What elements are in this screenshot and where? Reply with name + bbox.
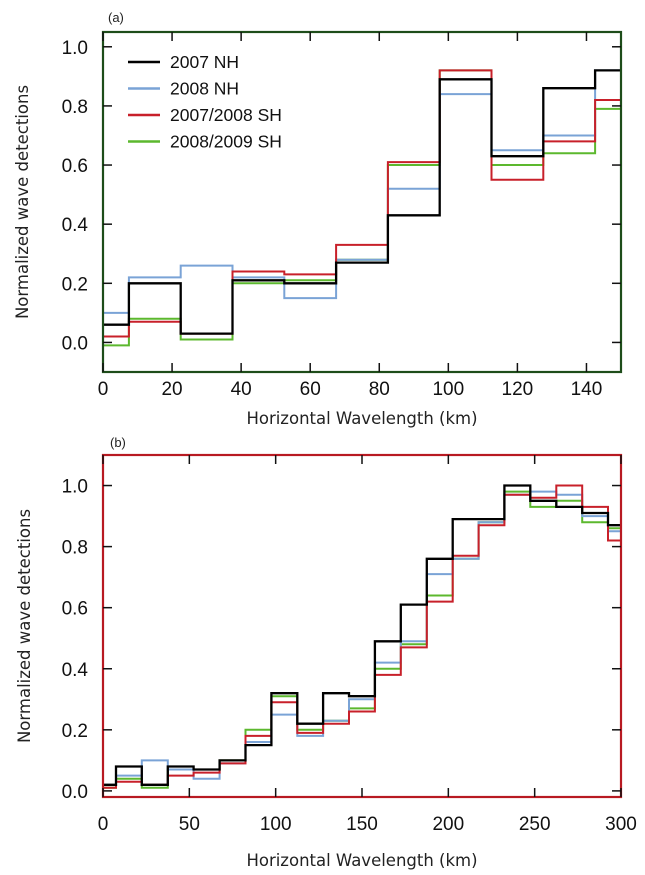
x-axis-label: Horizontal Wavelength (km) (246, 851, 477, 870)
x-tick-label: 20 (161, 379, 182, 400)
x-tick-label: 140 (571, 379, 603, 400)
series-line-2007-2008-sh (103, 484, 621, 789)
x-tick-label: 0 (98, 379, 109, 400)
x-tick-label: 50 (179, 814, 200, 835)
legend-label: 2008/2009 SH (170, 132, 282, 152)
y-tick-label: 1.0 (62, 38, 88, 59)
y-tick-label: 0.6 (62, 599, 88, 620)
y-tick-label: 0.8 (62, 538, 88, 559)
series-line-2007-nh (103, 484, 621, 786)
legend-label: 2008 NH (170, 79, 239, 99)
y-axis-label: Normalized wave detections (15, 509, 34, 743)
y-axis-label: Normalized wave detections (13, 85, 32, 319)
x-tick-label: 120 (502, 379, 534, 400)
legend: 2007 NH 2008 NH 2007/2008 SH 2008/2009 SH (128, 52, 282, 152)
panel-label: (b) (110, 435, 126, 450)
chart-panel-b: 0 50 100 150 200 250 300 0.0 0.2 0.4 0.6 0.8 1.0 Hori… (15, 435, 637, 870)
y-tick-label: 0.2 (62, 721, 88, 742)
plot-frame (101, 30, 623, 374)
series-line-2008-nh (103, 490, 621, 786)
series-group (103, 484, 621, 789)
series-group (103, 69, 621, 347)
y-tick-label: 0.2 (62, 274, 88, 295)
x-tick-label: 80 (369, 379, 390, 400)
panel-label: (a) (108, 10, 124, 25)
x-tick-label: 250 (519, 814, 551, 835)
y-tick-label: 0.0 (62, 782, 88, 803)
y-tick-label: 0.8 (62, 97, 88, 118)
x-tick-label: 40 (231, 379, 252, 400)
y-tick-label: 0.0 (62, 333, 88, 354)
legend-label: 2007 NH (170, 52, 239, 72)
y-tick-label: 0.4 (62, 660, 89, 681)
y-tick-label: 1.0 (62, 477, 88, 498)
x-tick-label: 200 (432, 814, 464, 835)
y-tick-label: 0.6 (62, 156, 88, 177)
chart-panel-a: 0 20 40 60 80 100 120 140 0.0 0.2 0.4 0.6 0.8 1.0 Hori… (13, 10, 623, 428)
x-tick-label: 100 (432, 379, 464, 400)
legend-label: 2007/2008 SH (170, 105, 282, 125)
series-line-2007-nh (103, 69, 621, 335)
x-tick-label: 60 (300, 379, 321, 400)
x-axis-label: Horizontal Wavelength (km) (246, 409, 477, 428)
y-tick-label: 0.4 (62, 215, 89, 236)
x-tick-label: 300 (605, 814, 637, 835)
x-tick-label: 100 (260, 814, 292, 835)
x-tick-label: 150 (346, 814, 378, 835)
series-line-2008-2009-sh (103, 490, 621, 789)
x-tick-label: 0 (98, 814, 109, 835)
